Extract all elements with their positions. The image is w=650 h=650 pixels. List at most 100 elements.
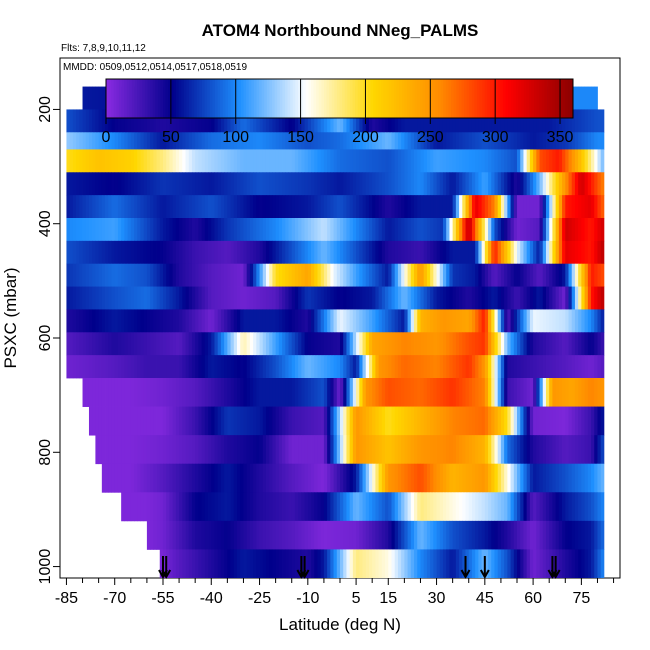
heatmap-cell — [349, 435, 354, 465]
heatmap-cell — [388, 149, 392, 173]
heatmap-cell — [594, 286, 598, 310]
heatmap-cell — [455, 195, 460, 219]
heatmap-cell — [368, 378, 373, 407]
heatmap-cell — [137, 109, 141, 133]
heatmap-cell — [179, 149, 183, 173]
heatmap-cell — [481, 435, 486, 465]
heatmap-cell — [208, 355, 212, 379]
heatmap-cell — [69, 263, 74, 287]
heatmap-cell — [449, 406, 454, 436]
heatmap-cell — [484, 520, 489, 550]
heatmap-cell — [92, 218, 96, 242]
heatmap-cell — [143, 240, 148, 265]
heatmap-cell — [584, 149, 589, 173]
heatmap-cell — [346, 492, 351, 522]
heatmap-cell — [291, 240, 296, 265]
heatmap-cell — [459, 520, 463, 550]
heatmap-cell — [282, 520, 286, 550]
heatmap-cell — [166, 355, 170, 379]
heatmap-cell — [246, 355, 251, 379]
colorbar-segment — [474, 79, 478, 118]
heatmap-cell — [98, 109, 103, 133]
heatmap-cell — [558, 240, 563, 265]
colorbar-segment — [461, 79, 465, 118]
heatmap-cell — [365, 406, 370, 436]
heatmap-cell — [92, 240, 96, 265]
heatmap-cell — [385, 355, 389, 379]
heatmap-cell — [66, 172, 71, 196]
heatmap-cell — [504, 109, 508, 133]
heatmap-cell — [426, 332, 431, 356]
heatmap-cell — [381, 463, 386, 493]
heatmap-cell — [529, 109, 534, 133]
colorbar-segment — [290, 79, 294, 118]
colorbar-segment — [282, 79, 286, 118]
heatmap-cell — [272, 286, 277, 310]
heatmap-cell — [259, 463, 264, 493]
heatmap-cell — [468, 520, 473, 550]
heatmap-cell — [584, 240, 589, 265]
heatmap-cell — [288, 240, 293, 265]
heatmap-cell — [201, 355, 206, 379]
heatmap-cell — [459, 172, 463, 196]
heatmap-cell — [497, 132, 502, 150]
heatmap-cell — [85, 332, 90, 356]
heatmap-cell — [529, 218, 534, 242]
heatmap-cell — [150, 172, 154, 196]
heatmap-cell — [262, 263, 267, 287]
heatmap-cell — [430, 286, 434, 310]
heatmap-cell — [336, 286, 341, 310]
heatmap-cell — [578, 263, 582, 287]
heatmap-cell — [436, 286, 441, 310]
heatmap-cell — [220, 435, 225, 465]
heatmap-cell — [410, 549, 415, 578]
heatmap-cell — [278, 549, 283, 578]
heatmap-cell — [275, 132, 280, 150]
heatmap-cell — [285, 109, 289, 133]
heatmap-cell — [146, 435, 151, 465]
heatmap-cell — [143, 406, 148, 436]
heatmap-cell — [317, 309, 322, 333]
heatmap-cell — [426, 218, 431, 242]
heatmap-cell — [397, 172, 402, 196]
colorbar-segment — [204, 79, 208, 118]
heatmap-cell — [240, 549, 244, 578]
heatmap-cell — [442, 355, 447, 379]
heatmap-cell — [201, 520, 206, 550]
heatmap-cell — [517, 132, 521, 150]
heatmap-cell — [426, 355, 431, 379]
heatmap-cell — [137, 378, 141, 407]
colorbar: 0 50 100 150 200 250 300 350 — [102, 78, 574, 146]
heatmap-cell — [198, 332, 203, 356]
heatmap-cell — [565, 435, 569, 465]
heatmap-cell — [597, 218, 602, 242]
colorbar-segment — [344, 79, 348, 118]
heatmap-cell — [391, 172, 396, 196]
colorbar-segment — [134, 79, 138, 118]
heatmap-cell — [385, 378, 389, 407]
heatmap-cell — [336, 520, 341, 550]
heatmap-cell — [455, 492, 460, 522]
heatmap-cell — [185, 492, 190, 522]
heatmap-cell — [500, 263, 505, 287]
heatmap-cell — [220, 240, 225, 265]
heatmap-cell — [166, 378, 170, 407]
heatmap-cell — [101, 240, 106, 265]
colorbar-segment — [445, 79, 449, 118]
heatmap-cell — [127, 263, 132, 287]
heatmap-cell — [542, 195, 547, 219]
heatmap-cell — [336, 309, 341, 333]
heatmap-cell — [76, 263, 80, 287]
heatmap-cell — [542, 549, 547, 578]
heatmap-cell — [391, 378, 396, 407]
heatmap-cell — [217, 463, 222, 493]
heatmap-cell — [491, 195, 495, 219]
heatmap-cell — [243, 109, 248, 133]
heatmap-cell — [275, 355, 280, 379]
heatmap-cell — [101, 406, 106, 436]
heatmap-cell — [533, 218, 537, 242]
heatmap-cell — [494, 309, 499, 333]
heatmap-cell — [558, 218, 563, 242]
heatmap-cell — [552, 195, 557, 219]
heatmap-cell — [520, 463, 524, 493]
